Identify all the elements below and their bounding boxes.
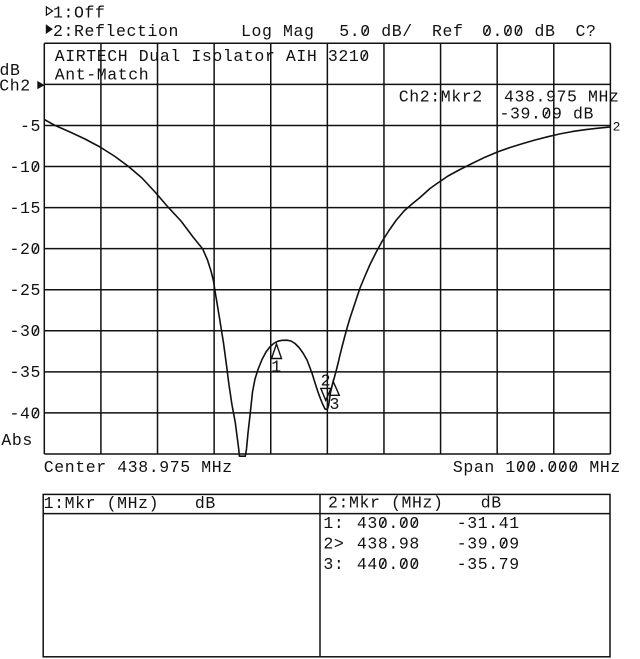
svg-text:-39.09: -39.09 (457, 535, 520, 554)
svg-text:-5: -5 (20, 117, 41, 136)
svg-text:2: 2 (613, 120, 621, 135)
svg-text:2: 2 (321, 372, 332, 391)
svg-text:2:Reflection: 2:Reflection (53, 22, 179, 41)
svg-text:-20: -20 (9, 240, 41, 259)
svg-text:438.98: 438.98 (357, 535, 420, 554)
svg-text:-15: -15 (9, 199, 41, 218)
svg-text:-10: -10 (9, 158, 41, 177)
svg-text:AIRTECH Dual Isolator AIH 3210: AIRTECH Dual Isolator AIH 3210 (55, 47, 370, 66)
svg-text:Span 100.000 MHz: Span 100.000 MHz (453, 458, 621, 477)
svg-text:-35: -35 (9, 363, 41, 382)
svg-text:440.00: 440.00 (357, 555, 420, 574)
svg-text:3: 3 (330, 395, 341, 414)
svg-text:-25: -25 (9, 281, 41, 300)
svg-text:-31.41: -31.41 (457, 514, 520, 533)
svg-text:Ant-Match: Ant-Match (55, 65, 150, 84)
svg-text:Center 438.975 MHz: Center 438.975 MHz (44, 458, 233, 477)
svg-text:2>: 2> (323, 535, 344, 554)
svg-text:438.975 MHz: 438.975 MHz (504, 87, 620, 106)
svg-text:0.00 dB: 0.00 dB (482, 22, 556, 41)
svg-text:C?: C? (576, 22, 597, 41)
svg-text:Ch2: Ch2 (0, 77, 31, 96)
svg-text:dB: dB (481, 494, 502, 513)
svg-text:3:: 3: (323, 555, 344, 574)
svg-text:5.0 dB/: 5.0 dB/ (339, 22, 413, 41)
svg-text:-30: -30 (9, 322, 41, 341)
svg-text:dB: dB (0, 61, 21, 80)
svg-text:-40: -40 (9, 404, 41, 423)
svg-text:1:Off: 1:Off (53, 4, 106, 23)
svg-text:430.00: 430.00 (357, 514, 420, 533)
svg-text:-35.79: -35.79 (457, 555, 520, 574)
svg-text:Ch2:Mkr2: Ch2:Mkr2 (399, 87, 483, 106)
svg-text:2:Mkr (MHz): 2:Mkr (MHz) (328, 494, 444, 513)
svg-text:-39.09 dB: -39.09 dB (500, 104, 595, 123)
svg-text:dB: dB (195, 494, 216, 513)
svg-text:Abs: Abs (1, 431, 33, 450)
svg-text:1:Mkr (MHz): 1:Mkr (MHz) (44, 494, 160, 513)
svg-text:1: 1 (271, 358, 282, 377)
svg-text:1:: 1: (323, 514, 344, 533)
svg-text:Log Mag: Log Mag (241, 22, 315, 41)
svg-text:Ref: Ref (432, 22, 464, 41)
